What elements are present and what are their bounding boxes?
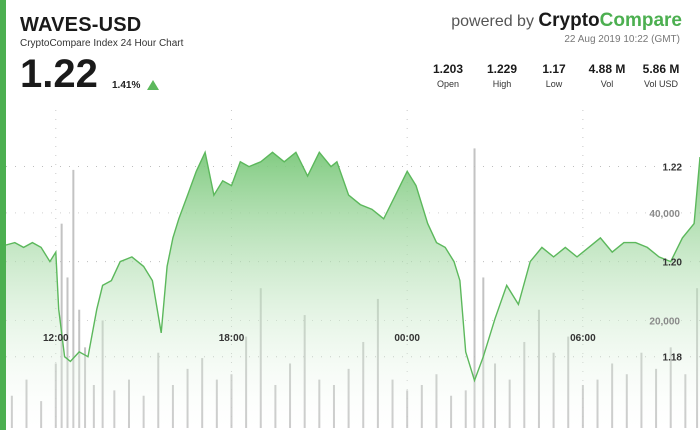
stat-vol: 4.88 M Vol — [585, 62, 629, 89]
volume-tick-label: 40,000 — [649, 209, 680, 220]
powered-by-prefix: powered by — [451, 13, 534, 30]
chart-date: 22 Aug 2019 10:22 (GMT) — [564, 34, 680, 45]
stat-value: 5.86 M — [642, 62, 680, 76]
stat-value: 1.203 — [432, 62, 464, 76]
brand-crypto: Crypto — [538, 10, 600, 31]
stat-vol-usd: 5.86 M Vol USD — [638, 62, 684, 89]
stat-high: 1.229 High — [483, 62, 521, 89]
up-arrow-icon — [147, 80, 159, 90]
stat-label: Vol USD — [643, 79, 678, 89]
stat-value: 1.17 — [542, 62, 566, 76]
time-tick-label: 00:00 — [394, 333, 420, 344]
price-line — [5, 150, 700, 383]
left-accent-bar — [0, 0, 6, 430]
stat-label: Open — [436, 79, 460, 89]
chart-subtitle: CryptoCompare Index 24 Hour Chart — [20, 38, 184, 49]
pair-title: WAVES-USD — [20, 14, 142, 36]
powered-by[interactable]: powered by CryptoCompare — [451, 10, 682, 32]
volume-bar — [60, 223, 63, 428]
volume-tick-label: 20,000 — [649, 316, 680, 327]
time-tick-label: 18:00 — [219, 333, 245, 344]
current-price: 1.22 — [20, 52, 98, 96]
volume-bar — [482, 277, 485, 428]
price-tick-label: 1.20 — [663, 258, 683, 269]
time-tick-label: 12:00 — [43, 333, 69, 344]
time-tick-label: 06:00 — [570, 333, 596, 344]
volume-bar — [66, 277, 69, 428]
price-area — [6, 152, 700, 429]
price-change: 1.41% — [112, 80, 141, 91]
area-layer — [5, 150, 700, 429]
label-layer: 1.18 1.20 1.22 40,000 20,000 12:00 18:00 00:00 0… — [43, 163, 682, 364]
volume-bar — [473, 148, 476, 429]
stat-open: 1.203 Open — [430, 62, 466, 89]
stat-value: 1.229 — [486, 62, 518, 76]
stat-label: Low — [545, 79, 563, 89]
stat-low: 1.17 Low — [538, 62, 570, 89]
price-tick-label: 1.18 — [663, 353, 683, 364]
price-tick-label: 1.22 — [663, 163, 683, 174]
stat-value: 4.88 M — [588, 62, 626, 76]
stat-label: Vol — [600, 79, 614, 89]
brand-compare: Compare — [599, 10, 682, 31]
volume-bar — [72, 169, 75, 428]
stat-label: High — [492, 79, 512, 89]
